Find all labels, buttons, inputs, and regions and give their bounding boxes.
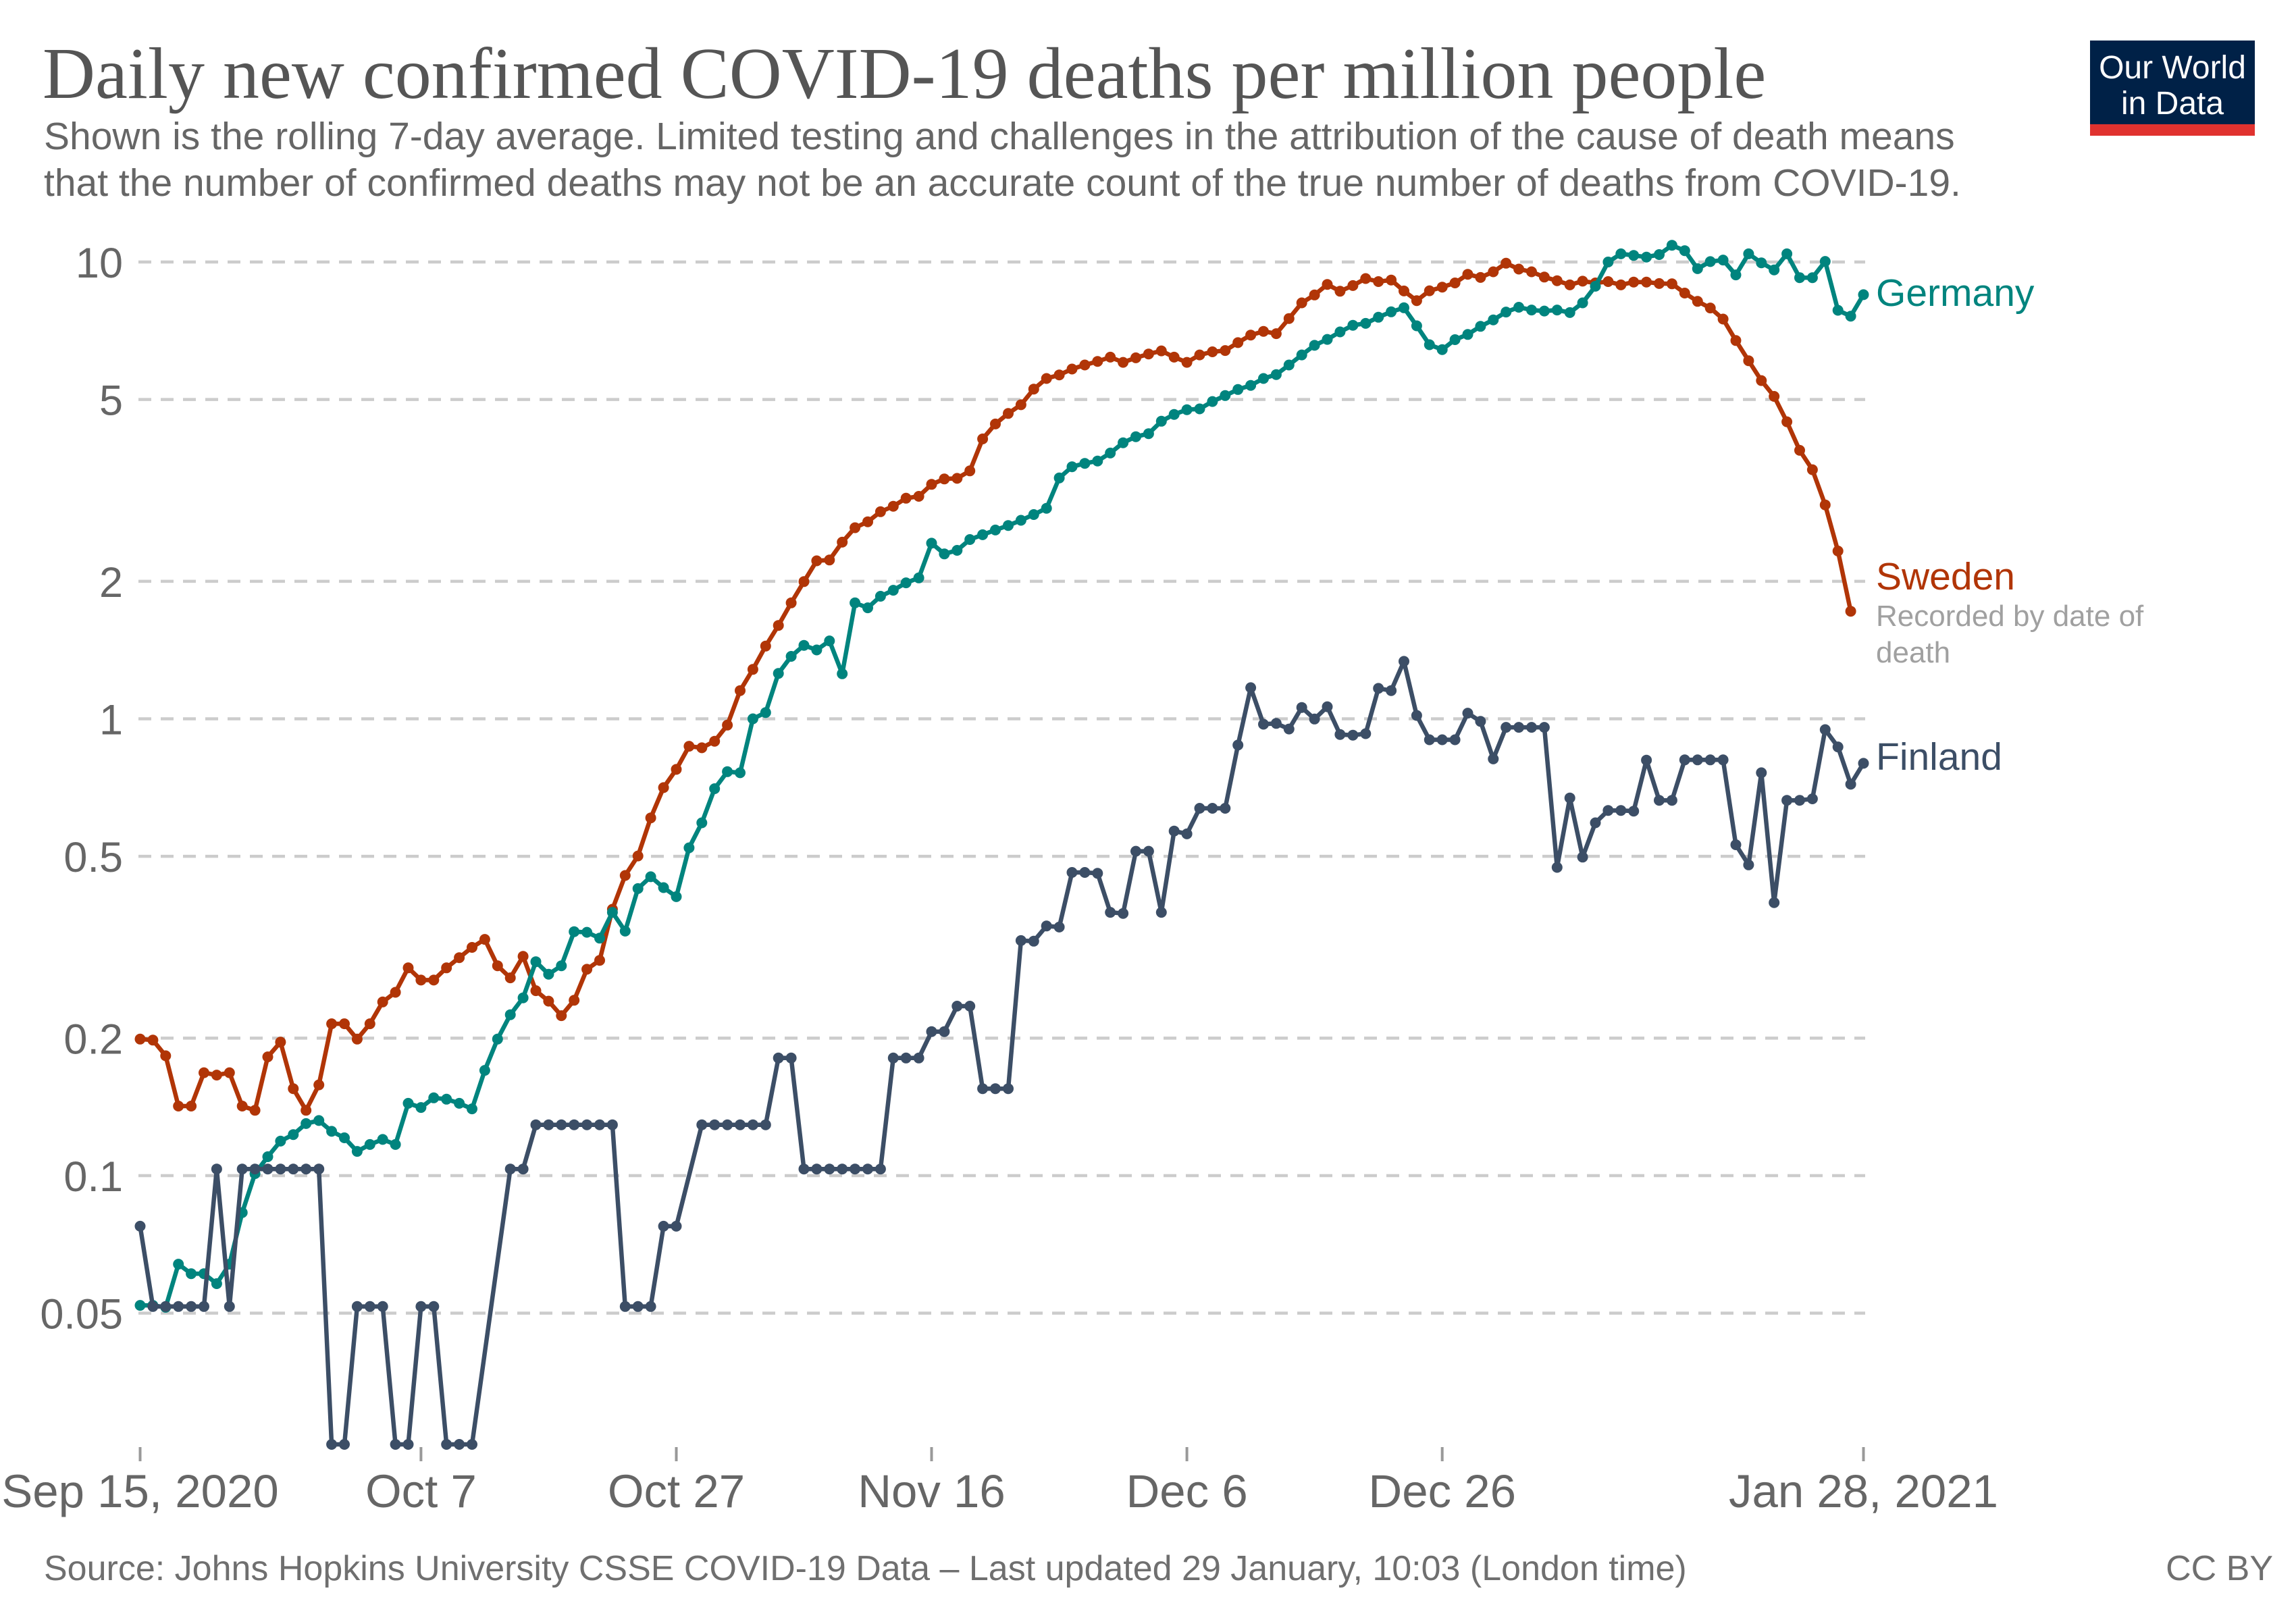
svg-text:0.05: 0.05 <box>40 1291 123 1338</box>
svg-text:0.2: 0.2 <box>63 1016 123 1063</box>
svg-text:0.1: 0.1 <box>63 1153 123 1201</box>
svg-text:2: 2 <box>99 559 123 606</box>
svg-text:5: 5 <box>99 377 123 425</box>
svg-text:Finland: Finland <box>1876 735 2002 779</box>
svg-text:CC BY: CC BY <box>2166 1549 2273 1588</box>
svg-text:Our World: Our World <box>2099 50 2246 86</box>
svg-text:that the number of confirmed d: that the number of confirmed deaths may … <box>44 161 1961 205</box>
svg-text:Nov 16: Nov 16 <box>858 1465 1006 1517</box>
svg-text:Dec 6: Dec 6 <box>1126 1465 1247 1517</box>
svg-text:Recorded by date of: Recorded by date of <box>1876 600 2144 633</box>
svg-text:Daily new confirmed COVID-19 d: Daily new confirmed COVID-19 deaths per … <box>43 34 1766 114</box>
svg-text:Germany: Germany <box>1876 271 2035 315</box>
svg-text:Shown is the rolling 7-day ave: Shown is the rolling 7-day average. Limi… <box>44 115 1955 158</box>
svg-text:10: 10 <box>76 240 123 287</box>
svg-text:Sweden: Sweden <box>1876 555 2015 598</box>
svg-text:Dec 26: Dec 26 <box>1368 1465 1516 1517</box>
svg-text:in Data: in Data <box>2121 86 2224 122</box>
svg-text:Oct 7: Oct 7 <box>365 1465 477 1517</box>
svg-text:Sep 15, 2020: Sep 15, 2020 <box>1 1465 279 1517</box>
svg-text:0.5: 0.5 <box>63 834 123 881</box>
svg-text:Oct 27: Oct 27 <box>608 1465 745 1517</box>
svg-text:1: 1 <box>99 697 123 744</box>
svg-text:Source: Johns Hopkins Universi: Source: Johns Hopkins University CSSE CO… <box>44 1549 1687 1588</box>
svg-text:death: death <box>1876 636 1950 669</box>
svg-text:Jan 28, 2021: Jan 28, 2021 <box>1729 1465 1998 1517</box>
